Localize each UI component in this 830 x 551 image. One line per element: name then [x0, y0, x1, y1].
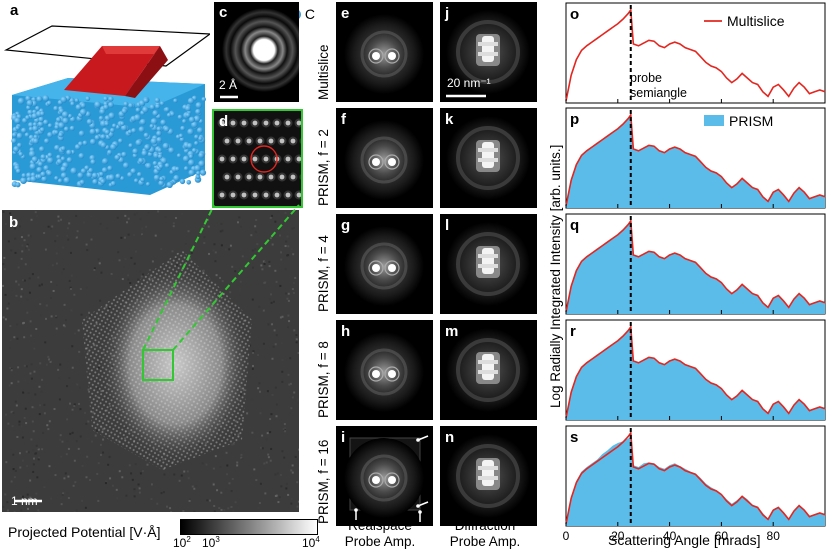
- panel-d-zoom-image: [212, 109, 303, 208]
- diffraction-probe-image-m: [440, 320, 537, 420]
- panel-label-k: k: [445, 111, 454, 128]
- multislice-line-s: [565, 430, 826, 525]
- realspace-probe-image-f: [336, 108, 433, 208]
- panel-label-c: c: [219, 4, 228, 21]
- panel-c-probe-image: [214, 2, 299, 102]
- multislice-line-r: [565, 324, 826, 419]
- x-tick-label: 60: [715, 529, 729, 543]
- panel-label-f: f: [341, 111, 346, 128]
- panel-label-n: n: [445, 429, 455, 446]
- x-tick-label: 80: [767, 529, 781, 543]
- panel-label-d: d: [219, 113, 229, 130]
- diffraction-probe-image-k: [440, 108, 537, 208]
- nanoparticle-model-illustration: [3, 25, 210, 195]
- panel-label-j: j: [445, 5, 450, 22]
- panel-label-r: r: [570, 323, 576, 340]
- multislice-line-q: [565, 218, 826, 313]
- panel-label-m: m: [445, 323, 459, 340]
- panel-label-e: e: [341, 5, 350, 22]
- zoom-connector-lines: [142, 204, 300, 351]
- realspace-probe-image-h: [336, 320, 433, 420]
- panel-label-g: g: [341, 217, 351, 234]
- panel-c-scalebar-label: 2 Å: [219, 78, 238, 92]
- multislice-line-p: [565, 112, 826, 207]
- svg-text:Multislice: Multislice: [727, 13, 785, 29]
- colorbar-tick-1: 102: [173, 535, 191, 550]
- colorbar-tick-2: 103: [202, 535, 220, 550]
- x-tick-label: 20: [611, 529, 625, 543]
- y-axis-label: Log Radially Integrated Intensity [arb. …: [548, 144, 563, 408]
- realspace-probe-image-e: [336, 2, 433, 102]
- diffraction-scalebar-label: 20 nm⁻¹: [447, 76, 491, 90]
- diffraction-probe-image-j: [440, 2, 537, 102]
- panel-b-scalebar-label: 1 nm: [11, 494, 38, 508]
- legend-prism: PRISM: [704, 113, 773, 129]
- plot-frame: [565, 2, 826, 104]
- probe-annotation-line1: probe: [630, 71, 662, 85]
- plot-panel-r: r: [565, 319, 826, 421]
- multislice-line-o: [565, 7, 826, 102]
- realspace-caption: Realspace Probe Amp.: [344, 518, 416, 549]
- realspace-probe-image-g: [336, 214, 433, 314]
- panel-label-i: i: [341, 429, 346, 446]
- panel-label-l: l: [445, 217, 450, 234]
- panel-label-o: o: [570, 6, 579, 23]
- realspace-probe-image-i: [336, 426, 433, 526]
- x-tick-label: 0: [563, 529, 570, 543]
- panel-label-p: p: [570, 111, 579, 128]
- colorbar: [180, 519, 318, 535]
- plot-panel-s: s 0 20 40 60 80: [563, 425, 826, 543]
- plot-panel-q: q: [565, 213, 826, 315]
- x-tick-label: 40: [663, 529, 677, 543]
- colorbar-label: Projected Potential [V·Å]: [8, 524, 161, 540]
- colorbar-tick-3: 104: [302, 535, 320, 550]
- panel-label-s: s: [570, 429, 578, 446]
- x-axis-label: Scattering Angle [mrads]: [608, 532, 761, 548]
- panel-label-a: a: [10, 2, 19, 19]
- panel-label-h: h: [341, 323, 351, 340]
- diffraction-caption: Diffraction Probe Amp.: [449, 518, 521, 549]
- plot-panel-o: o: [565, 2, 826, 104]
- probe-annotation-line2: semiangle: [630, 86, 687, 100]
- panel-b-potential-image: [2, 210, 299, 512]
- panel-label-b: b: [9, 214, 19, 231]
- legend-multislice: Multislice: [704, 13, 785, 29]
- diffraction-probe-image-n: [440, 426, 537, 526]
- plot-panel-p: p: [565, 107, 826, 209]
- diffraction-probe-image-l: [440, 214, 537, 314]
- svg-text:PRISM: PRISM: [729, 113, 773, 129]
- panel-label-q: q: [570, 217, 579, 234]
- legend-c-label: C: [304, 6, 316, 22]
